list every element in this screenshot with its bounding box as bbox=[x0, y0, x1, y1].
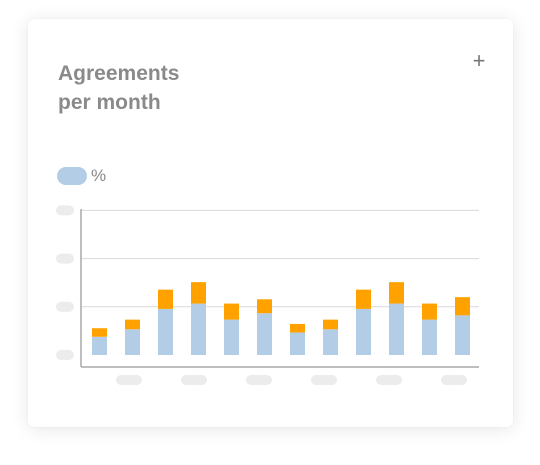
card-title: Agreements per month bbox=[58, 59, 258, 117]
x-tick-label-placeholder bbox=[116, 375, 142, 385]
x-tick-label-placeholder bbox=[376, 375, 402, 385]
legend-swatch bbox=[57, 167, 87, 185]
card-title-line-1: Agreements bbox=[58, 62, 180, 85]
chart-card: Agreements per month + % bbox=[28, 19, 513, 427]
bar-bottom-segment bbox=[389, 303, 404, 355]
bar-bottom-segment bbox=[356, 308, 371, 355]
y-tick-label-placeholder bbox=[56, 253, 74, 264]
x-tick-label-placeholder bbox=[441, 375, 467, 385]
bar-bottom-segment bbox=[455, 315, 470, 355]
bar-bottom-segment bbox=[92, 336, 107, 355]
bar-bottom-segment bbox=[257, 313, 272, 355]
bar-top-segment bbox=[290, 323, 305, 333]
bar-top-segment bbox=[356, 289, 371, 309]
bar-top-segment bbox=[455, 297, 470, 316]
bar-bottom-segment bbox=[125, 329, 140, 355]
bar-top-segment bbox=[191, 282, 206, 304]
bar-top-segment bbox=[257, 299, 272, 314]
bar-bottom-segment bbox=[158, 308, 173, 355]
bar-top-segment bbox=[422, 303, 437, 320]
bar-top-segment bbox=[389, 282, 404, 304]
bar-top-segment bbox=[158, 289, 173, 309]
legend-label: % bbox=[91, 166, 107, 185]
y-tick-label-placeholder bbox=[56, 205, 74, 216]
bar-top-segment bbox=[224, 303, 239, 320]
bar-top-segment bbox=[125, 319, 140, 330]
bar-bottom-segment bbox=[323, 329, 338, 355]
bar-chart bbox=[56, 205, 479, 385]
y-tick-label-placeholder bbox=[56, 350, 74, 360]
bar-bottom-segment bbox=[224, 319, 239, 355]
plus-icon[interactable]: + bbox=[472, 48, 486, 73]
x-tick-label-placeholder bbox=[246, 375, 272, 385]
bar-top-segment bbox=[323, 319, 338, 330]
legend: % bbox=[57, 166, 106, 186]
bar-bottom-segment bbox=[290, 332, 305, 355]
x-tick-label-placeholder bbox=[311, 375, 337, 385]
bar-top-segment bbox=[92, 328, 107, 337]
y-tick-label-placeholder bbox=[56, 301, 74, 312]
bar-bottom-segment bbox=[191, 303, 206, 355]
card-title-line-2: per month bbox=[58, 91, 161, 114]
x-tick-label-placeholder bbox=[181, 375, 207, 385]
bar-bottom-segment bbox=[422, 319, 437, 355]
